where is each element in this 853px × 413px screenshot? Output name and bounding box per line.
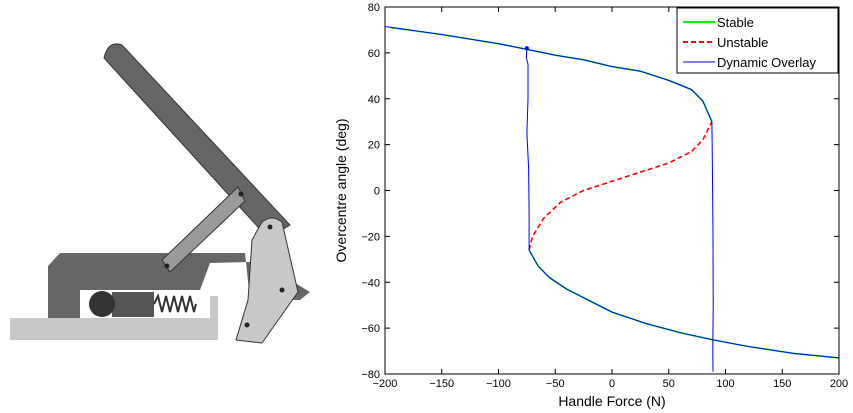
y-tick-label: −40 — [361, 277, 380, 289]
x-tick-label: 200 — [830, 378, 848, 390]
jump-marker — [524, 46, 529, 51]
x-tick-label: −200 — [373, 378, 398, 390]
series-line-dynamic-overlay — [525, 48, 530, 251]
y-tick-label: 0 — [374, 186, 380, 198]
series-line-unstable — [528, 121, 713, 251]
x-tick-label: −150 — [429, 378, 454, 390]
pivot-pin — [238, 191, 244, 197]
y-tick-label: 20 — [368, 140, 380, 152]
housing — [48, 253, 310, 318]
plunger — [112, 292, 154, 317]
legend-label: Dynamic Overlay — [717, 55, 816, 70]
y-tick-label: 80 — [368, 2, 380, 14]
plot-curves — [384, 26, 840, 372]
pivot-pin — [267, 224, 273, 230]
x-tick-label: −50 — [546, 378, 565, 390]
y-tick-label: −60 — [361, 323, 380, 335]
series-line-dynamic-overlay — [384, 26, 713, 122]
link-bar — [161, 186, 246, 273]
y-tick-label: −20 — [361, 231, 380, 243]
pivot-pin — [244, 322, 250, 328]
pivot-pin — [279, 287, 285, 293]
overcentre-mechanism-illustration — [10, 43, 310, 344]
x-axis-label: Handle Force (N) — [558, 393, 665, 409]
y-tick-label: −80 — [361, 369, 380, 381]
series-line-stable — [528, 249, 840, 359]
series-line-dynamic-overlay — [711, 121, 714, 372]
roller — [89, 291, 115, 317]
x-tick-label: 50 — [663, 378, 675, 390]
series-line-dynamic-overlay — [528, 249, 840, 359]
x-tick-label: 150 — [773, 378, 791, 390]
y-tick-label: 60 — [368, 48, 380, 60]
legend-label: Unstable — [717, 35, 768, 50]
series-line-stable — [390, 26, 713, 123]
y-axis-label: Overcentre angle (deg) — [333, 119, 349, 263]
x-tick-label: 100 — [716, 378, 734, 390]
pivot-pin — [164, 263, 170, 269]
side-plate — [235, 217, 299, 344]
y-tick-label: 40 — [368, 94, 380, 106]
legend: Stable Unstable Dynamic Overlay — [676, 7, 839, 74]
axis-ticks: −200 −150 −100 −50 0 50 100 150 200−80−60−40−200… — [361, 2, 848, 390]
legend-label: Stable — [717, 15, 754, 30]
handle-lever — [103, 43, 291, 239]
x-tick-label: −100 — [486, 378, 511, 390]
spring — [153, 293, 197, 313]
x-tick-label: 0 — [609, 378, 615, 390]
